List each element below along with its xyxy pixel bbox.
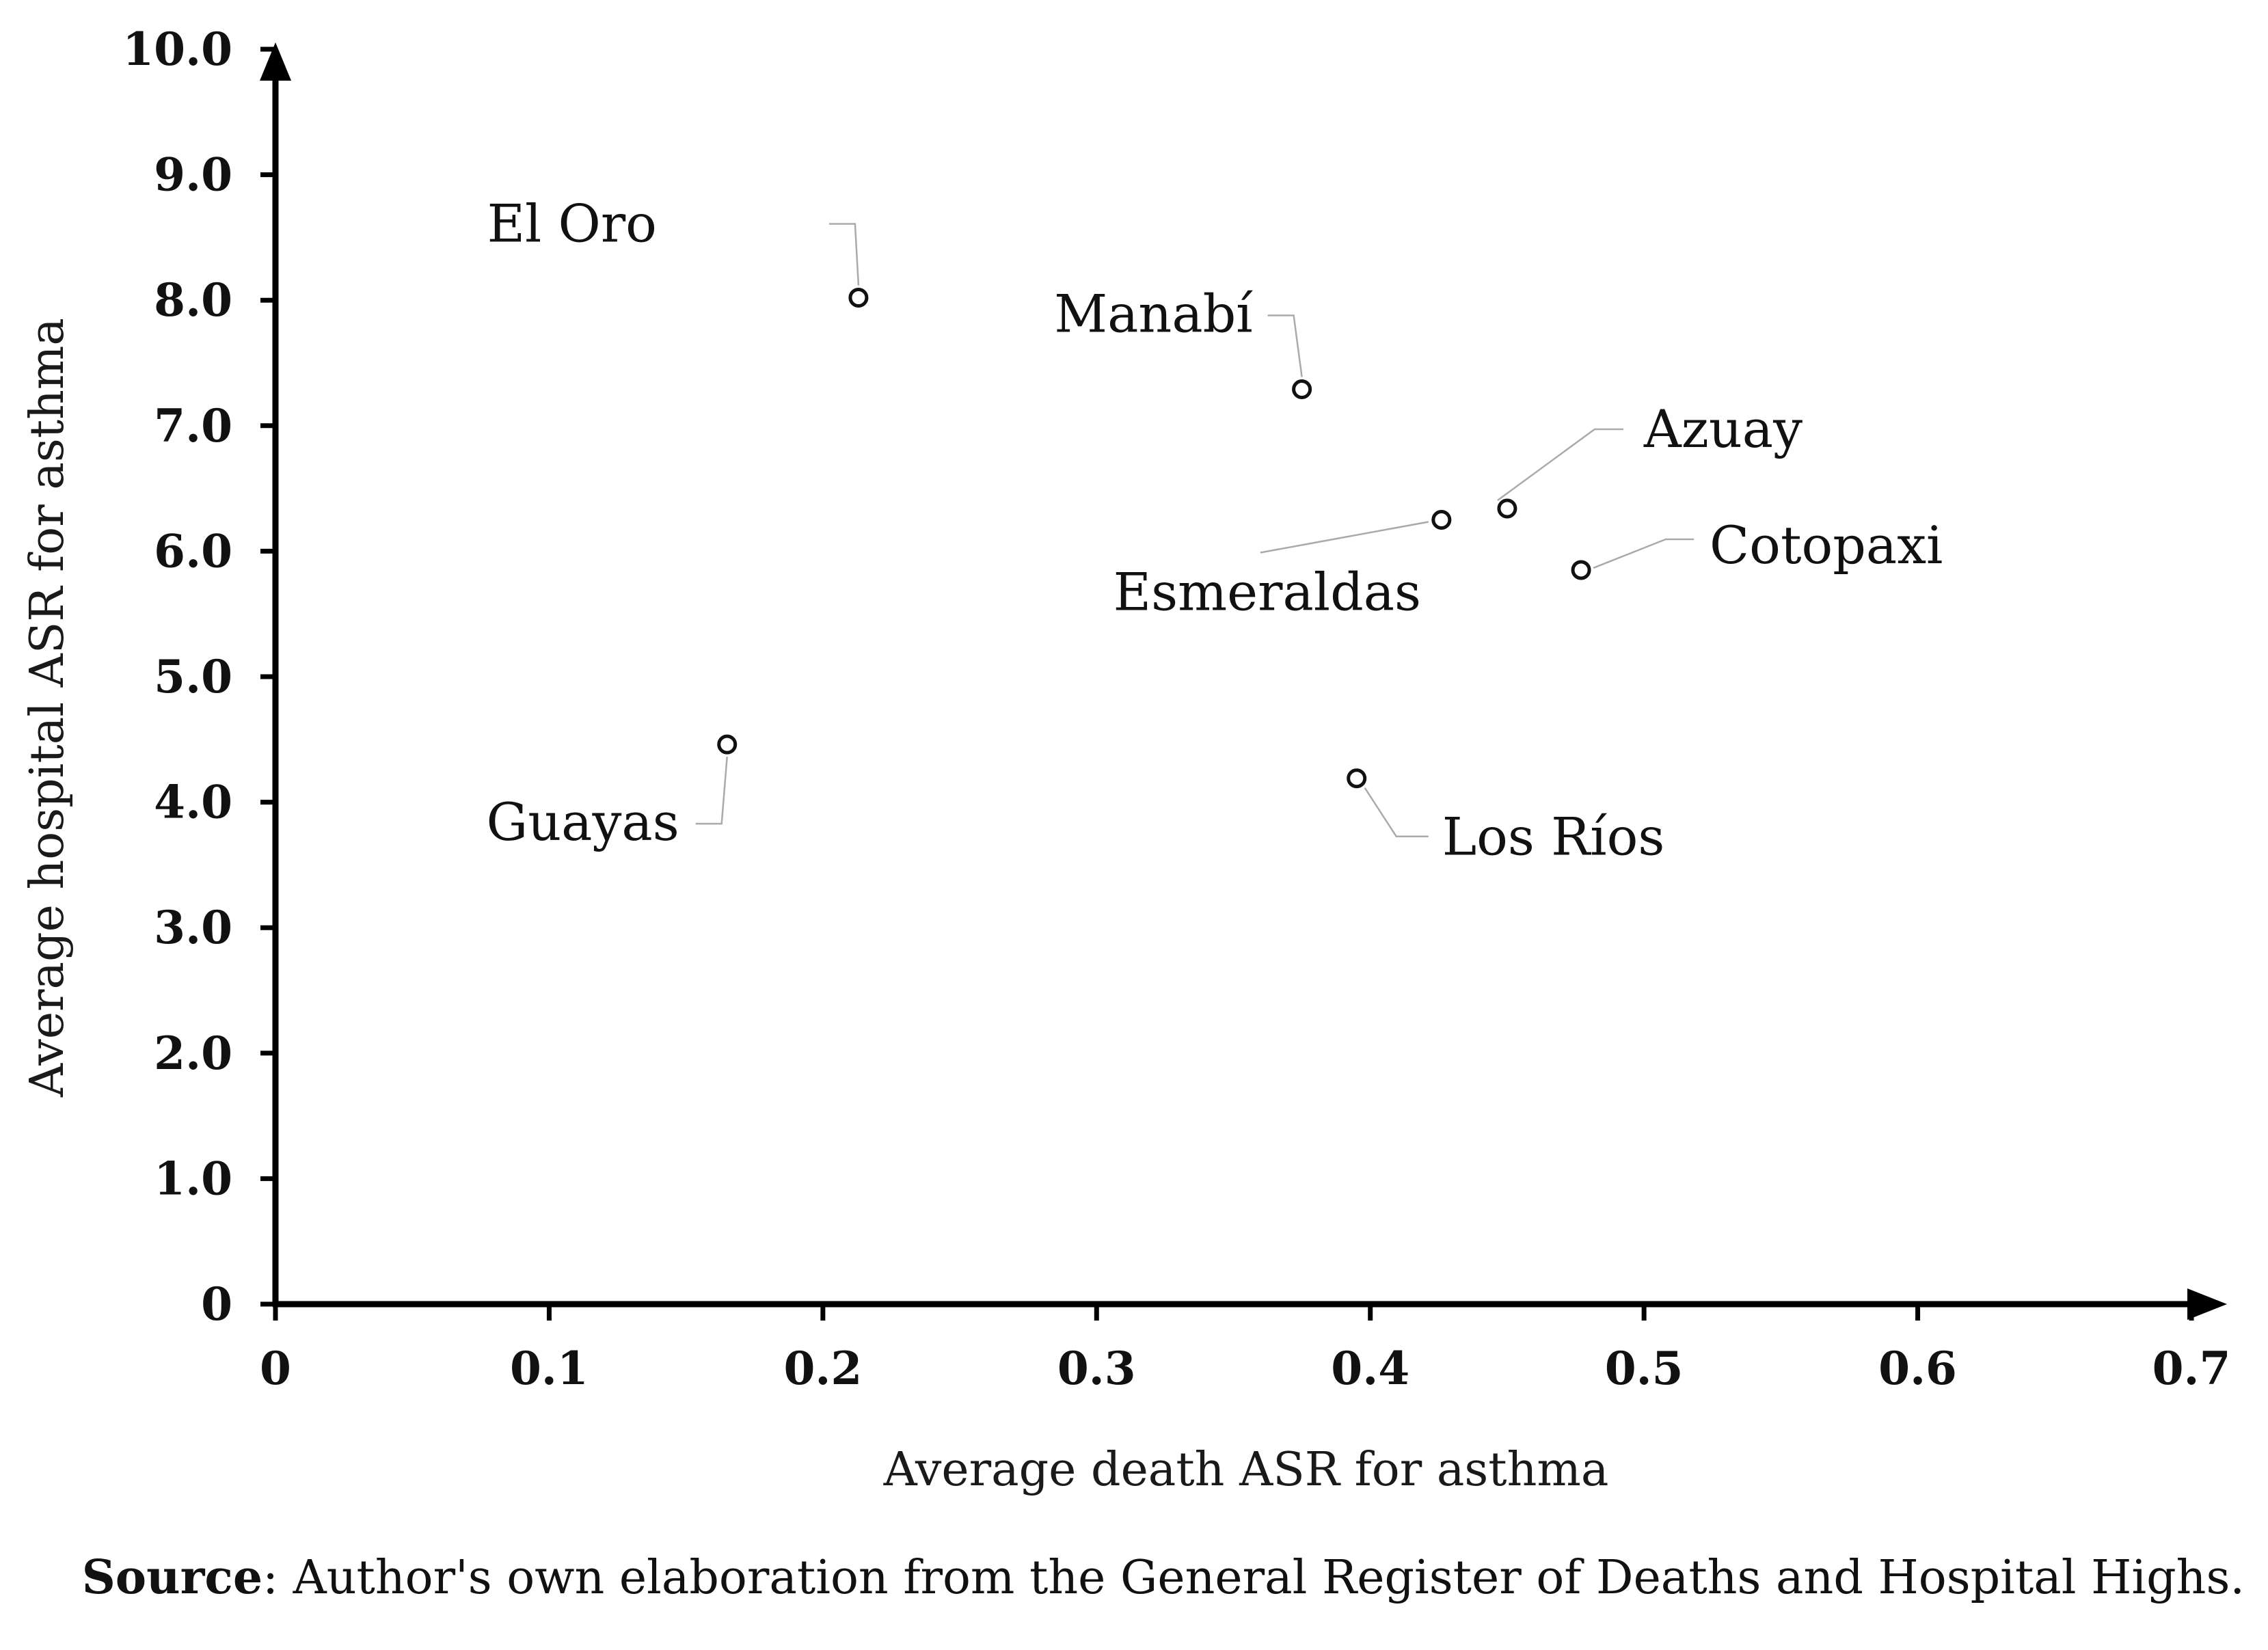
x-tick-label: 0.3 — [1057, 1342, 1136, 1395]
x-tick-label: 0.1 — [510, 1342, 589, 1395]
y-tick-label: 8.0 — [154, 273, 232, 327]
x-tick-label: 0.2 — [783, 1342, 862, 1395]
x-axis-title: Average death ASR for asthma — [883, 1443, 1609, 1497]
y-axis-title: Average hospital ASR for asthma — [21, 318, 75, 1098]
leader-line — [1260, 521, 1429, 554]
y-tick-label: 6.0 — [154, 524, 232, 578]
point-label: Azuay — [1643, 398, 1803, 459]
x-tick-label: 0.5 — [1605, 1342, 1684, 1395]
y-tick-label: 5.0 — [154, 650, 232, 703]
point-label: Los Ríos — [1442, 807, 1665, 867]
leader-line — [828, 223, 860, 286]
point-label: Guayas — [486, 792, 679, 852]
x-axis-arrow — [2187, 1288, 2227, 1320]
data-point — [1497, 498, 1517, 519]
y-tick-label: 4.0 — [154, 776, 232, 829]
x-tick-label: 0.4 — [1331, 1342, 1409, 1395]
data-point — [848, 288, 869, 308]
y-tick-label: 9.0 — [154, 148, 232, 202]
leader-line — [1267, 314, 1303, 377]
y-tick-label: 7.0 — [154, 399, 232, 452]
point-labels: El Oro Manabí Azuay Esmeraldas Cotopaxi Guaya… — [486, 193, 1943, 867]
point-label: Manabí — [1054, 284, 1253, 344]
data-point — [1571, 560, 1591, 580]
x-tick-label: 0.6 — [1878, 1342, 1957, 1395]
source-note: Source: Author's own elaboration from th… — [82, 1550, 2245, 1605]
y-tick-label: 10.0 — [122, 23, 232, 76]
x-tick-label: 0 — [260, 1342, 291, 1395]
point-label: Esmeraldas — [1113, 562, 1421, 623]
y-ticks: 0 1.0 2.0 3.0 4.0 5.0 6.0 7.0 8.0 9.0 10.0 — [122, 23, 275, 1331]
x-ticks: 0 0.1 0.2 0.3 0.4 0.5 0.6 0.7 — [260, 1304, 2230, 1395]
x-tick-label: 0.7 — [2152, 1342, 2231, 1395]
y-tick-label: 3.0 — [154, 901, 232, 954]
point-label: Cotopaxi — [1710, 515, 1943, 576]
y-tick-label: 1.0 — [154, 1152, 232, 1205]
y-axis-arrow — [260, 42, 291, 81]
data-point — [1347, 768, 1367, 789]
data-points — [717, 288, 1591, 789]
axes — [260, 42, 2227, 1320]
leader-line — [1497, 428, 1623, 501]
y-tick-label: 0 — [201, 1277, 232, 1331]
source-text: : Author's own elaboration from the Gene… — [262, 1551, 2245, 1605]
leader-line — [1364, 787, 1429, 837]
data-point — [1292, 379, 1312, 400]
y-tick-label: 2.0 — [154, 1027, 232, 1080]
leader-lines — [695, 223, 1695, 837]
source-label: Source — [81, 1550, 263, 1605]
data-point — [717, 734, 738, 755]
data-point — [1431, 510, 1452, 530]
leader-line — [1593, 538, 1695, 569]
leader-line — [695, 757, 728, 825]
point-label: El Oro — [487, 193, 657, 254]
